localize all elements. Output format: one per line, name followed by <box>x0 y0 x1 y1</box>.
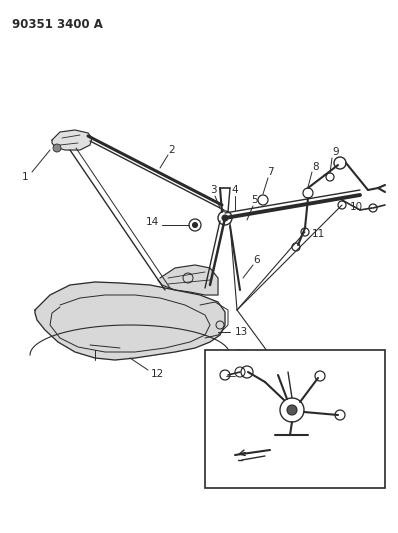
Text: 15: 15 <box>282 454 294 463</box>
Text: 16: 16 <box>292 442 304 451</box>
Circle shape <box>222 215 228 221</box>
Text: 1: 1 <box>21 172 28 182</box>
Text: 5: 5 <box>252 195 258 205</box>
Text: 90351 3400 A: 90351 3400 A <box>12 18 103 31</box>
Text: 13: 13 <box>234 327 248 337</box>
Text: 14: 14 <box>145 217 159 227</box>
Text: 7: 7 <box>277 359 283 367</box>
Text: 6: 6 <box>325 359 331 367</box>
Text: 10: 10 <box>349 202 363 212</box>
Text: 2: 2 <box>245 358 251 367</box>
Text: 7: 7 <box>267 167 273 177</box>
Polygon shape <box>35 282 225 360</box>
Circle shape <box>287 405 297 415</box>
Text: 14: 14 <box>212 372 224 381</box>
Text: 2: 2 <box>169 145 175 155</box>
Text: 12: 12 <box>150 369 164 379</box>
Text: 11: 11 <box>311 229 325 239</box>
Bar <box>205 350 385 488</box>
Circle shape <box>53 144 61 152</box>
Text: 4: 4 <box>232 185 238 195</box>
Circle shape <box>193 222 197 228</box>
Polygon shape <box>158 265 218 295</box>
Text: 3: 3 <box>210 185 216 195</box>
Polygon shape <box>52 130 92 150</box>
Text: 9: 9 <box>333 147 339 157</box>
Text: 8: 8 <box>313 162 319 172</box>
Text: 17: 17 <box>342 406 354 415</box>
Text: 6: 6 <box>254 255 260 265</box>
